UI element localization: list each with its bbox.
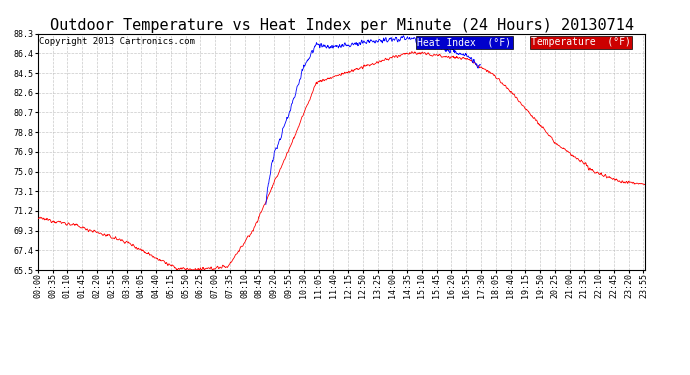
Title: Outdoor Temperature vs Heat Index per Minute (24 Hours) 20130714: Outdoor Temperature vs Heat Index per Mi… [50, 18, 633, 33]
Text: Heat Index  (°F): Heat Index (°F) [417, 37, 511, 47]
Text: Copyright 2013 Cartronics.com: Copyright 2013 Cartronics.com [39, 37, 195, 46]
Text: Temperature  (°F): Temperature (°F) [531, 37, 631, 47]
